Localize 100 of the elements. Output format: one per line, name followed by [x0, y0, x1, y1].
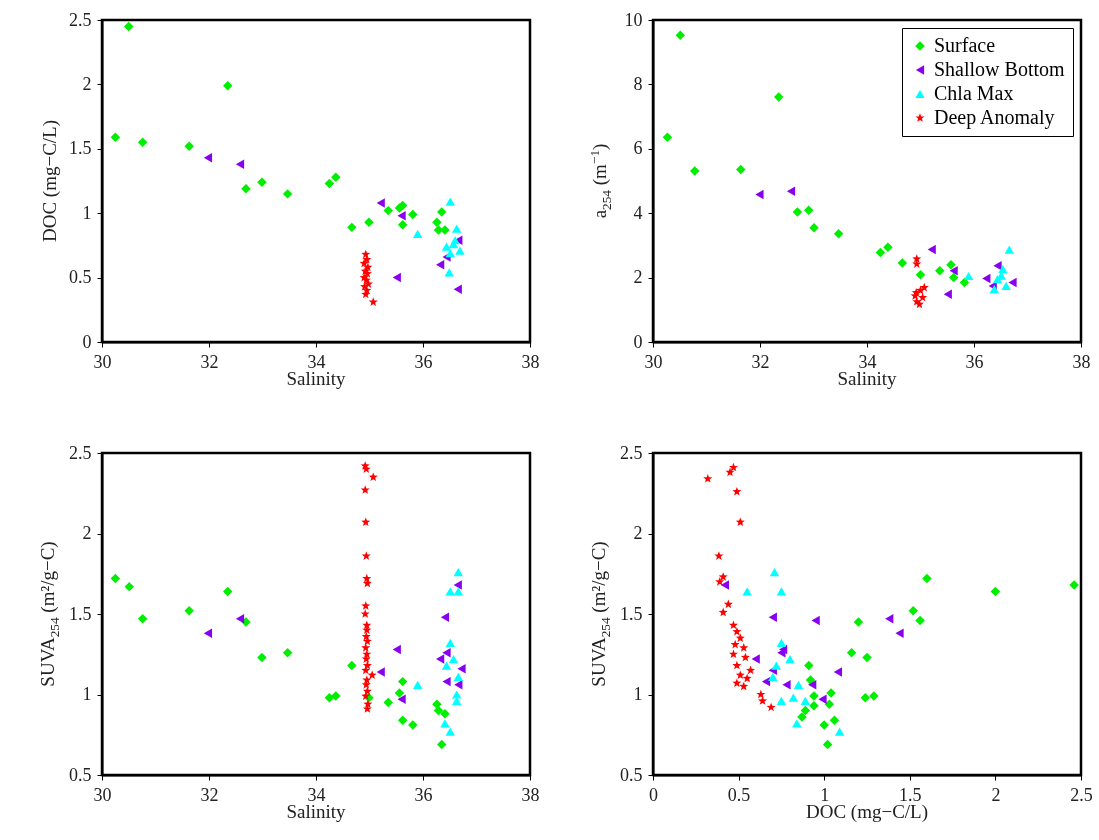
point — [771, 661, 782, 670]
point — [718, 572, 728, 581]
point — [808, 680, 817, 690]
point — [756, 689, 766, 699]
point — [364, 217, 374, 227]
point — [445, 638, 456, 648]
y-tick-label: 2 — [82, 523, 92, 543]
point — [235, 159, 245, 169]
point — [436, 259, 445, 270]
point — [846, 647, 857, 658]
x-tick-label: 38 — [521, 351, 540, 372]
point — [257, 652, 267, 663]
point — [776, 638, 787, 648]
x-tick-label: 2.5 — [1070, 784, 1093, 805]
point — [397, 715, 408, 725]
point — [809, 222, 819, 233]
point — [412, 229, 423, 238]
point — [412, 680, 423, 689]
point — [408, 209, 418, 220]
point — [1008, 277, 1017, 288]
point — [392, 644, 401, 655]
point — [361, 601, 371, 610]
point — [331, 691, 341, 701]
point — [451, 690, 462, 699]
point — [454, 680, 463, 690]
point — [394, 688, 405, 698]
point — [948, 272, 959, 283]
y-tick-label: 0.5 — [69, 764, 92, 785]
point — [361, 551, 371, 560]
point — [935, 266, 945, 276]
point — [885, 614, 894, 624]
x-tick-label: 32 — [200, 351, 219, 372]
point — [732, 626, 742, 636]
point — [444, 268, 454, 277]
point — [895, 628, 904, 639]
point — [860, 692, 871, 703]
point — [782, 680, 791, 690]
point — [803, 205, 814, 216]
point — [110, 132, 121, 142]
y-tick-label: 0 — [633, 331, 643, 352]
y-tick-label: 1.5 — [69, 138, 92, 159]
point — [442, 676, 451, 687]
point — [397, 211, 406, 221]
point — [915, 285, 926, 295]
x-tick-label: 30 — [93, 351, 112, 372]
point — [455, 246, 465, 255]
point — [922, 573, 932, 584]
point — [755, 189, 764, 200]
point — [445, 727, 456, 736]
point — [360, 609, 370, 618]
x-tick-label: 38 — [521, 784, 540, 805]
point — [703, 474, 713, 483]
point — [235, 614, 245, 624]
x-tick-label: 0.5 — [727, 784, 751, 805]
point — [728, 462, 738, 472]
point — [442, 647, 451, 658]
point — [800, 705, 811, 716]
point — [776, 696, 787, 706]
point — [998, 265, 1008, 274]
point — [853, 617, 864, 627]
y-tick-label: 1 — [82, 202, 92, 223]
point — [792, 719, 802, 728]
point — [453, 580, 462, 590]
point — [662, 132, 673, 142]
point — [361, 249, 371, 259]
point — [453, 568, 464, 577]
point — [766, 702, 776, 712]
point — [184, 141, 194, 151]
point — [769, 568, 780, 577]
point — [785, 654, 795, 664]
point — [715, 577, 725, 586]
point — [949, 266, 958, 276]
legend-label: Surface — [934, 34, 996, 56]
point — [723, 599, 733, 609]
point — [331, 172, 341, 182]
point — [918, 292, 928, 302]
point — [184, 606, 194, 616]
y-tick-label: 4 — [633, 202, 643, 223]
y-tick-label: 1 — [633, 684, 643, 704]
point — [862, 652, 872, 663]
point — [436, 207, 447, 217]
point — [776, 587, 787, 596]
point — [822, 739, 833, 750]
point — [869, 691, 879, 701]
point — [788, 693, 799, 702]
point — [453, 284, 462, 294]
point — [736, 164, 746, 175]
point — [347, 222, 357, 233]
point — [203, 153, 213, 163]
point — [732, 660, 742, 670]
y-tick-label: 0.5 — [620, 764, 643, 785]
point — [912, 254, 922, 263]
point — [834, 727, 845, 736]
point — [927, 244, 936, 255]
point — [397, 676, 408, 687]
legend-label: Chla Max — [934, 82, 1014, 104]
y-tick-label: 10 — [624, 9, 643, 30]
point — [361, 631, 371, 641]
x-tick-label: 32 — [200, 784, 219, 805]
point — [282, 647, 293, 658]
